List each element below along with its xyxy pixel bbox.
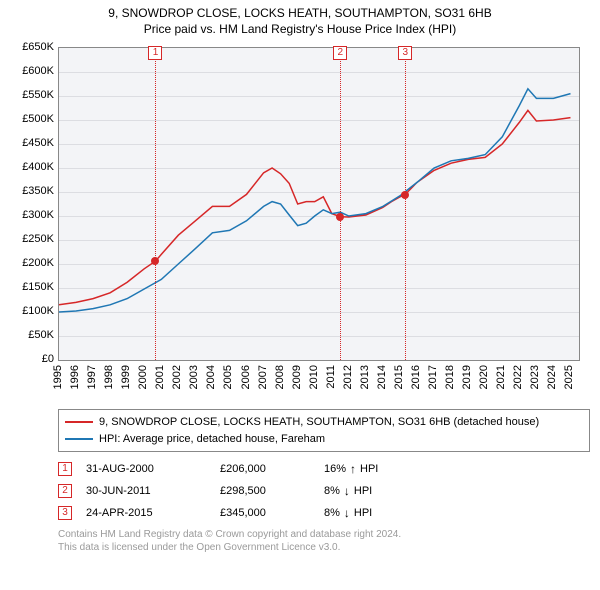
chart-title-line2: Price paid vs. HM Land Registry's House … [10, 22, 590, 38]
reference-line [340, 48, 341, 360]
reference-marker-box: 3 [398, 46, 412, 60]
arrow-icon: ↓ [344, 484, 350, 498]
reference-line [405, 48, 406, 360]
xtick-label: 2015 [393, 365, 405, 389]
event-id-box: 2 [58, 484, 72, 498]
xtick-label: 2003 [188, 365, 200, 389]
xtick-label: 2018 [444, 365, 456, 389]
series-hpi [59, 89, 571, 312]
series-property [59, 111, 571, 305]
xtick-label: 2013 [359, 365, 371, 389]
xtick-label: 2001 [154, 365, 166, 389]
chart-container: 9, SNOWDROP CLOSE, LOCKS HEATH, SOUTHAMP… [0, 0, 600, 560]
event-date: 31-AUG-2000 [86, 463, 206, 475]
xtick-label: 2024 [546, 365, 558, 389]
ytick-label: £200K [10, 257, 54, 269]
xtick-label: 2020 [478, 365, 490, 389]
price-marker [401, 191, 409, 199]
event-diff: 8% ↓ HPI [324, 506, 372, 520]
chart-area: 1 2 3 £0 £50K £100K £150K £200K £250K £300K £350K… [10, 43, 590, 403]
xtick-label: 1997 [86, 365, 98, 389]
xtick-label: 2000 [137, 365, 149, 389]
xtick-label: 2016 [410, 365, 422, 389]
xtick-label: 1996 [69, 365, 81, 389]
reference-line [155, 48, 156, 360]
event-diff-label: HPI [354, 485, 372, 497]
ytick-label: £100K [10, 305, 54, 317]
event-diff-pct: 16% [324, 463, 346, 475]
event-diff: 16% ↑ HPI [324, 462, 378, 476]
reference-marker-box: 1 [148, 46, 162, 60]
ytick-label: £650K [10, 41, 54, 53]
reference-marker-box: 2 [333, 46, 347, 60]
xtick-label: 2017 [427, 365, 439, 389]
xtick-label: 2002 [171, 365, 183, 389]
ytick-label: £400K [10, 161, 54, 173]
xtick-label: 2025 [563, 365, 575, 389]
legend-item: 9, SNOWDROP CLOSE, LOCKS HEATH, SOUTHAMP… [65, 414, 583, 431]
event-date: 30-JUN-2011 [86, 485, 206, 497]
xtick-label: 2014 [376, 365, 388, 389]
event-diff-pct: 8% [324, 485, 340, 497]
xtick-label: 2005 [222, 365, 234, 389]
ytick-label: £450K [10, 137, 54, 149]
xtick-label: 2008 [274, 365, 286, 389]
arrow-icon: ↓ [344, 506, 350, 520]
chart-title-line1: 9, SNOWDROP CLOSE, LOCKS HEATH, SOUTHAMP… [10, 6, 590, 22]
event-id-box: 3 [58, 506, 72, 520]
legend-swatch [65, 438, 93, 440]
xtick-label: 2004 [205, 365, 217, 389]
event-row: 1 31-AUG-2000 £206,000 16% ↑ HPI [58, 462, 590, 476]
xtick-label: 2021 [495, 365, 507, 389]
events-table: 1 31-AUG-2000 £206,000 16% ↑ HPI 2 30-JUN-2011 £… [58, 462, 590, 520]
event-diff-label: HPI [360, 463, 378, 475]
xtick-label: 1998 [103, 365, 115, 389]
event-price: £298,500 [220, 485, 310, 497]
event-price: £206,000 [220, 463, 310, 475]
legend-label: HPI: Average price, detached house, Fare… [99, 431, 325, 448]
price-marker [151, 257, 159, 265]
ytick-label: £0 [10, 353, 54, 365]
event-diff-pct: 8% [324, 507, 340, 519]
event-row: 2 30-JUN-2011 £298,500 8% ↓ HPI [58, 484, 590, 498]
xtick-label: 2011 [325, 365, 337, 389]
xtick-label: 2023 [529, 365, 541, 389]
xtick-label: 2009 [291, 365, 303, 389]
ytick-label: £150K [10, 281, 54, 293]
ytick-label: £350K [10, 185, 54, 197]
footer-line2: This data is licensed under the Open Gov… [58, 541, 590, 554]
xtick-label: 1995 [52, 365, 64, 389]
legend-item: HPI: Average price, detached house, Fare… [65, 431, 583, 448]
price-marker [336, 213, 344, 221]
legend-label: 9, SNOWDROP CLOSE, LOCKS HEATH, SOUTHAMP… [99, 414, 539, 431]
event-price: £345,000 [220, 507, 310, 519]
footer: Contains HM Land Registry data © Crown c… [58, 528, 590, 554]
ytick-label: £550K [10, 89, 54, 101]
event-diff: 8% ↓ HPI [324, 484, 372, 498]
xtick-label: 2022 [512, 365, 524, 389]
plot-region: 1 2 3 [58, 47, 580, 361]
legend-swatch [65, 421, 93, 423]
xtick-label: 2010 [308, 365, 320, 389]
event-diff-label: HPI [354, 507, 372, 519]
xtick-label: 2019 [461, 365, 473, 389]
ytick-label: £300K [10, 209, 54, 221]
event-id-box: 1 [58, 462, 72, 476]
event-date: 24-APR-2015 [86, 507, 206, 519]
footer-line1: Contains HM Land Registry data © Crown c… [58, 528, 590, 541]
xtick-label: 2012 [342, 365, 354, 389]
ytick-label: £250K [10, 233, 54, 245]
xtick-label: 1999 [120, 365, 132, 389]
ytick-label: £50K [10, 329, 54, 341]
xtick-label: 2006 [240, 365, 252, 389]
legend: 9, SNOWDROP CLOSE, LOCKS HEATH, SOUTHAMP… [58, 409, 590, 452]
series-svg [59, 48, 579, 360]
arrow-icon: ↑ [350, 462, 356, 476]
event-row: 3 24-APR-2015 £345,000 8% ↓ HPI [58, 506, 590, 520]
xtick-label: 2007 [257, 365, 269, 389]
ytick-label: £500K [10, 113, 54, 125]
ytick-label: £600K [10, 65, 54, 77]
